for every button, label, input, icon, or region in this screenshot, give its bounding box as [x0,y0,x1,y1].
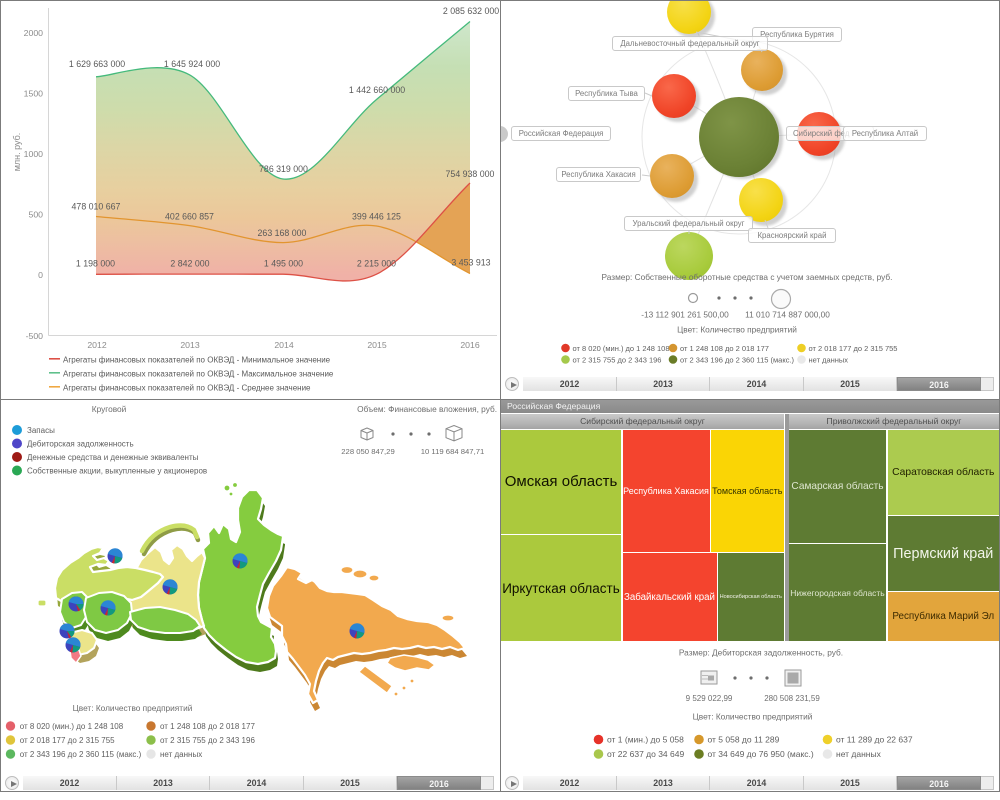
svg-text:от 1 248 108 до 2 018 177: от 1 248 108 до 2 018 177 [160,722,255,731]
svg-text:2000: 2000 [24,28,43,38]
svg-text:2013: 2013 [180,340,199,350]
svg-text:Размер: Дебиторская задолженно: Размер: Дебиторская задолженность, руб. [679,648,843,658]
svg-text:от 2 018 177 до 2 315 755: от 2 018 177 до 2 315 755 [20,736,115,745]
svg-text:228 050 847,29: 228 050 847,29 [341,447,394,456]
svg-text:от 2 315 755 до 2 343 196: от 2 315 755 до 2 343 196 [573,356,662,365]
svg-text:500: 500 [29,210,44,220]
svg-text:нет данных: нет данных [836,749,882,759]
svg-text:млн. руб.: млн. руб. [12,133,22,172]
svg-text:2014: 2014 [274,340,293,350]
svg-text:от 8 020 (мин.) до 1 248 108: от 8 020 (мин.) до 1 248 108 [20,722,124,731]
svg-text:9 529 022,99: 9 529 022,99 [686,694,733,703]
svg-text:280 508 231,59: 280 508 231,59 [764,694,820,703]
svg-text:-13 112 901 261 500,00: -13 112 901 261 500,00 [641,310,729,320]
svg-text:2012: 2012 [87,340,106,350]
svg-text:402 660 857: 402 660 857 [165,212,214,222]
svg-text:1000: 1000 [24,149,43,159]
svg-text:263 168 000: 263 168 000 [258,228,307,238]
svg-text:Дебиторская задолженность: Дебиторская задолженность [27,440,134,449]
svg-text:нет данных: нет данных [160,750,202,759]
svg-text:2015: 2015 [367,340,386,350]
svg-text:Размер: Собственные оборотные: Размер: Собственные оборотные средства с… [602,272,893,282]
svg-text:2016: 2016 [460,340,479,350]
svg-text:478 010 667: 478 010 667 [72,202,121,212]
svg-text:от 2 343 196 до 2 360 115 (мак: от 2 343 196 до 2 360 115 (макс.) [20,750,142,759]
svg-text:Круговой: Круговой [92,404,127,414]
svg-text:Агрегаты финансовых показателе: Агрегаты финансовых показателей по ОКВЭД… [63,384,311,393]
svg-text:-500: -500 [26,331,44,341]
svg-text:10 119 684 847,71: 10 119 684 847,71 [421,447,485,456]
svg-text:Собственные акции, выкупленные: Собственные акции, выкупленные у акционе… [27,467,207,476]
svg-text:от 1 (мин.) до 5 058: от 1 (мин.) до 5 058 [607,735,684,745]
svg-text:от 1 248 108 до 2 018 177: от 1 248 108 до 2 018 177 [680,344,769,353]
svg-text:399 446 125: 399 446 125 [352,212,401,222]
svg-text:Цвет: Количество предприятий: Цвет: Количество предприятий [677,325,797,335]
svg-text:от 34 649 до 76 950 (макс.): от 34 649 до 76 950 (макс.) [708,749,814,759]
svg-text:от 2 315 755 до 2 343 196: от 2 315 755 до 2 343 196 [160,736,255,745]
svg-text:Агрегаты финансовых показателе: Агрегаты финансовых показателей по ОКВЭД… [63,370,334,379]
svg-text:от 5 058 до 11 289: от 5 058 до 11 289 [708,735,780,745]
svg-text:2 085 632 000: 2 085 632 000 [443,6,499,16]
svg-text:Цвет: Количество предприятий: Цвет: Количество предприятий [73,703,193,713]
svg-text:1 442 660 000: 1 442 660 000 [349,85,405,95]
svg-text:3 453 913: 3 453 913 [451,258,490,268]
svg-text:Объем: Финансовые вложения, ру: Объем: Финансовые вложения, руб. [357,404,497,414]
svg-text:0: 0 [38,270,43,280]
svg-text:нет данных: нет данных [809,356,849,365]
svg-text:Запасы: Запасы [27,426,55,435]
svg-text:786 319 000: 786 319 000 [259,164,308,174]
svg-text:2 842 000: 2 842 000 [170,259,209,269]
svg-text:Денежные средства и денежные э: Денежные средства и денежные эквиваленты [27,453,199,462]
svg-text:от 2 018 177 до 2 315 755: от 2 018 177 до 2 315 755 [809,344,898,353]
svg-text:1 645 924 000: 1 645 924 000 [164,59,220,69]
svg-text:от 22 637 до 34 649: от 22 637 до 34 649 [607,749,684,759]
svg-text:11 010 714 887 000,00: 11 010 714 887 000,00 [745,310,830,320]
svg-text:от 2 343 196 до 2 360 115 (мак: от 2 343 196 до 2 360 115 (макс.) [680,356,795,365]
svg-text:754 938 000: 754 938 000 [446,169,495,179]
svg-text:1 198 000: 1 198 000 [76,259,115,269]
svg-text:Цвет: Количество предприятий: Цвет: Количество предприятий [693,712,813,722]
svg-text:1 495 000: 1 495 000 [264,259,303,269]
svg-text:2 215 000: 2 215 000 [357,259,396,269]
svg-text:1 629 663 000: 1 629 663 000 [69,59,125,69]
svg-text:1500: 1500 [24,89,43,99]
svg-text:Агрегаты финансовых показателе: Агрегаты финансовых показателей по ОКВЭД… [63,356,331,365]
svg-text:от 8 020 (мин.) до 1 248 108: от 8 020 (мин.) до 1 248 108 [573,344,670,353]
svg-text:от 11 289 до 22 637: от 11 289 до 22 637 [836,735,913,745]
